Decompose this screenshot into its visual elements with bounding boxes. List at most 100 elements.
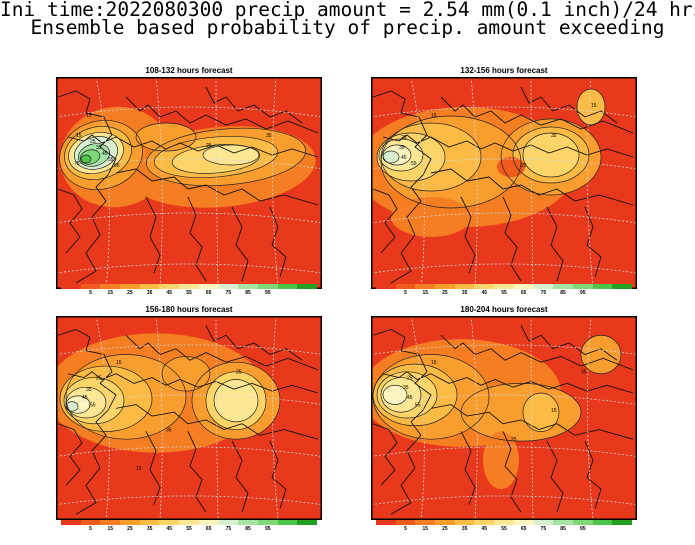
colorbar-label: 45 (166, 290, 173, 296)
colorbar-swatch (179, 284, 200, 289)
colorbar-swatch (257, 520, 279, 525)
contour-label: 55 (108, 157, 114, 163)
colorbar-label: 85 (245, 526, 251, 532)
panel-title: 108-132 hours forecast (145, 66, 233, 75)
colorbar-swatch (415, 284, 436, 289)
graticule-line (371, 495, 637, 505)
graticule-line (272, 316, 279, 520)
contour-line (380, 377, 422, 413)
colorbar-swatch (435, 284, 456, 289)
colorbar-swatch (395, 284, 416, 289)
colorbar-label: 45 (166, 526, 173, 532)
colorbar-swatch (533, 520, 554, 525)
contour-label: 35 (166, 427, 172, 433)
contour-label: 55 (411, 161, 417, 167)
contour-line (73, 136, 119, 170)
colorbar-label: 15 (107, 526, 113, 532)
coastline (372, 423, 398, 486)
coastline (584, 206, 602, 278)
contour-line (460, 383, 582, 442)
colorbar-swatch (80, 520, 101, 525)
contour-label: 55 (415, 402, 421, 408)
colorbar: 5 15 25 35 45 55 65 75 85 95 (376, 520, 633, 532)
graticule-line (215, 77, 219, 289)
graticule-line (95, 77, 110, 289)
colorbar-label: 35 (461, 526, 468, 532)
coastline (125, 96, 319, 134)
graticule-line (371, 344, 637, 355)
contour-label: 15 (86, 113, 92, 119)
contour-line (135, 122, 197, 152)
map-frame (371, 316, 637, 520)
contour-label: 15 (431, 113, 437, 119)
probability-map: 15 25 35 45 55 25 15 35 (371, 77, 637, 289)
contour-line (382, 150, 400, 164)
coastline (382, 371, 634, 394)
coastline (372, 188, 398, 254)
colorbar-swatch (454, 520, 475, 525)
colorbar-swatch (198, 520, 220, 525)
colorbar-swatch (238, 520, 259, 525)
contour-line (65, 395, 91, 414)
contour-line (376, 371, 438, 419)
coastline (57, 423, 83, 486)
colorbar-swatch (592, 284, 613, 289)
graticule-line (410, 316, 425, 520)
colorbar-swatch (572, 520, 594, 525)
colorbar-swatch (553, 284, 574, 289)
colorbar-swatch (277, 520, 298, 525)
coastline (502, 431, 522, 513)
contour-line (380, 122, 482, 192)
graticule-line (371, 263, 637, 274)
panel-title: 180-204 hours forecast (460, 305, 548, 314)
graticule-line (272, 77, 279, 289)
contour-label: 35 (581, 370, 587, 376)
coastline (372, 328, 432, 515)
contour-line (376, 132, 446, 182)
contour-line (576, 88, 606, 126)
contour-line (522, 132, 580, 178)
colorbar-label: 35 (146, 290, 153, 296)
coastline (145, 196, 161, 274)
colorbar-swatch (454, 284, 475, 289)
probability-area (581, 335, 621, 374)
contour-label: 35 (399, 145, 405, 151)
graticule-line (587, 316, 594, 520)
probability-area (203, 145, 259, 165)
colorbar-label: 85 (560, 290, 566, 296)
coastline (187, 196, 207, 282)
colorbar-swatch (100, 284, 121, 289)
map-layer: 15 25 35 45 55 25 15 35 (371, 77, 637, 289)
coastline (231, 440, 249, 513)
graticule-line (215, 316, 219, 520)
graticule-line (371, 446, 637, 457)
colorbar-label: 75 (540, 526, 547, 532)
coastline (382, 134, 634, 158)
contour-label: 15 (76, 133, 82, 139)
contour-line (191, 361, 281, 440)
colorbar-label: 75 (225, 526, 232, 532)
colorbar-label: 65 (205, 290, 212, 296)
graticule-line (56, 446, 322, 457)
colorbar: 5 15 25 35 45 55 65 75 85 95 (61, 284, 318, 296)
contour-line (171, 144, 261, 174)
contour-line (153, 136, 279, 178)
contour-line (205, 371, 267, 430)
colorbar-swatch (139, 520, 160, 525)
colorbar-swatch (61, 284, 82, 289)
colorbar-label: 15 (107, 290, 113, 296)
colorbar-swatch (297, 520, 318, 525)
contour-line (522, 392, 560, 432)
contour-label: 25 (511, 437, 517, 443)
colorbar-label: 15 (422, 290, 428, 296)
colorbar-swatch (592, 520, 613, 525)
colorbar-label: 35 (461, 290, 468, 296)
colorbar-swatch (612, 520, 633, 525)
contour-line (382, 384, 408, 405)
colorbar-label: 25 (442, 526, 448, 532)
probability-area (383, 151, 399, 163)
colorbar-swatch (218, 520, 239, 525)
